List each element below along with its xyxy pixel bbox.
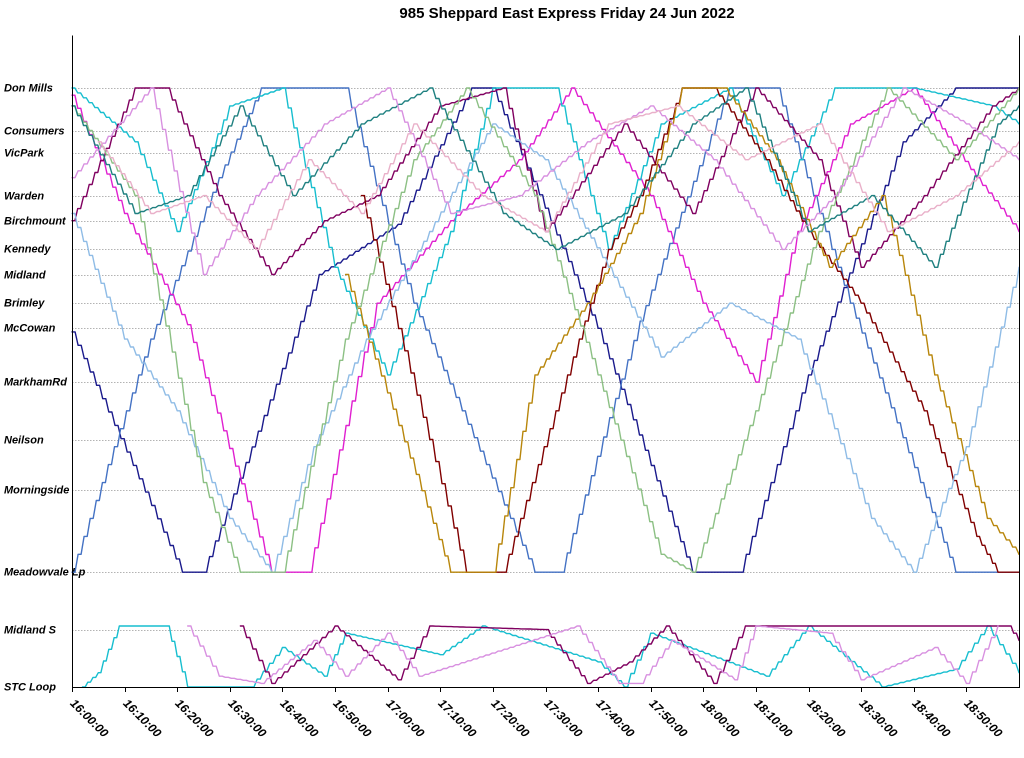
stop-label: MarkhamRd bbox=[4, 377, 67, 389]
x-tick-label: 17:40:00 bbox=[593, 696, 637, 740]
x-tick-label: 17:30:00 bbox=[541, 696, 585, 740]
x-tick-label: 16:40:00 bbox=[277, 696, 321, 740]
stop-label: Meadowvale Lp bbox=[4, 567, 86, 579]
trip-line bbox=[71, 87, 1020, 276]
stop-label: McCowan bbox=[4, 323, 56, 335]
stop-label: Midland bbox=[4, 270, 46, 282]
x-tick-label: 16:10:00 bbox=[120, 696, 164, 740]
stop-label: Kennedy bbox=[4, 244, 51, 256]
x-tick-label: 17:20:00 bbox=[488, 696, 532, 740]
time-axis: 16:00:00 16:10:00 16:20:00 16:30:00 16:40:00… bbox=[67, 687, 1005, 740]
x-tick-label: 16:50:00 bbox=[330, 696, 374, 740]
stop-label: Morningside bbox=[4, 485, 69, 497]
stop-label: Birchmount bbox=[4, 216, 67, 228]
trip-line bbox=[71, 123, 1020, 573]
stop-label: Consumers bbox=[4, 126, 65, 138]
x-tick-label: 18:20:00 bbox=[804, 696, 848, 740]
stop-label: Midland S bbox=[4, 625, 57, 637]
x-tick-label: 18:40:00 bbox=[909, 696, 953, 740]
trip-line bbox=[344, 87, 1020, 573]
trip-lines bbox=[71, 87, 1020, 688]
x-tick-label: 18:00:00 bbox=[698, 696, 742, 740]
x-tick-label: 16:20:00 bbox=[172, 696, 216, 740]
trip-line bbox=[71, 87, 1020, 268]
trip-line bbox=[71, 87, 1020, 573]
x-tick-label: 18:10:00 bbox=[751, 696, 795, 740]
x-tick-label: 16:30:00 bbox=[225, 696, 269, 740]
x-tick-label: 17:10:00 bbox=[435, 696, 479, 740]
stop-label: Brimley bbox=[4, 298, 45, 310]
stop-label: Don Mills bbox=[4, 83, 53, 95]
x-tick-label: 16:00:00 bbox=[67, 696, 111, 740]
trip-line bbox=[239, 625, 1020, 685]
stop-label: VicPark bbox=[4, 148, 45, 160]
x-tick-label: 18:50:00 bbox=[961, 696, 1005, 740]
x-tick-label: 17:00:00 bbox=[383, 696, 427, 740]
stop-label: Warden bbox=[4, 191, 44, 203]
stop-gridlines bbox=[72, 88, 1019, 688]
x-tick-label: 18:30:00 bbox=[856, 696, 900, 740]
trip-line bbox=[71, 87, 1020, 276]
stop-label: Neilson bbox=[4, 435, 44, 447]
trip-line bbox=[71, 87, 1020, 573]
trip-line bbox=[187, 625, 999, 685]
trip-line bbox=[97, 105, 1020, 251]
trip-line bbox=[71, 87, 1020, 376]
trip-line bbox=[360, 87, 1020, 573]
x-tick-label: 17:50:00 bbox=[646, 696, 690, 740]
stop-label: STC Loop bbox=[4, 682, 56, 694]
stop-labels: Don Mills Consumers VicPark Warden Birchmoun… bbox=[4, 83, 86, 694]
chart-title: 985 Sheppard East Express Friday 24 Jun … bbox=[399, 5, 734, 22]
trip-line bbox=[71, 87, 1020, 573]
